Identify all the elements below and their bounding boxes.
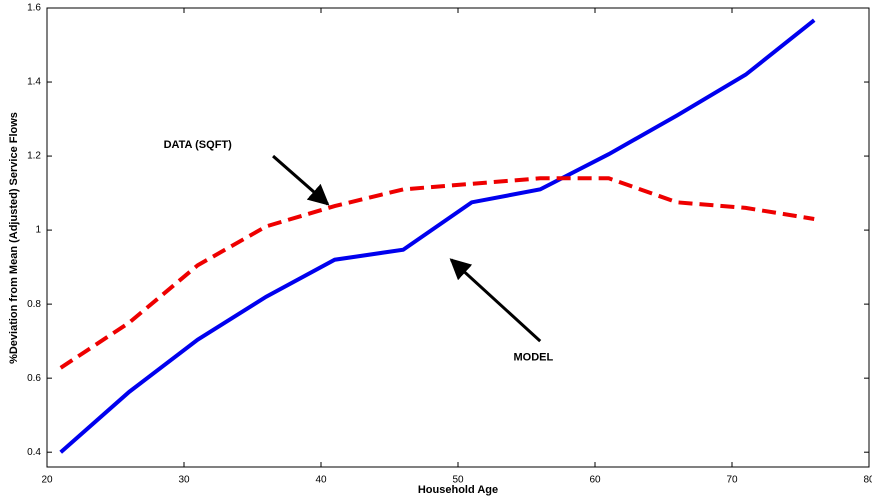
x-axis-label: Household Age — [418, 484, 498, 496]
y-tick-label: 0.6 — [27, 373, 41, 384]
x-tick-label: 70 — [726, 475, 738, 486]
x-tick-label: 30 — [178, 475, 190, 486]
x-tick-label: 50 — [452, 475, 464, 486]
y-tick-label: 0.4 — [27, 447, 41, 458]
annotation-arrow — [272, 154, 330, 206]
y-tick-label: 1 — [35, 225, 41, 236]
annotation: MODEL — [513, 352, 553, 364]
y-tick-label: 1.4 — [27, 77, 41, 88]
annotation: DATA (SQFT) — [164, 139, 233, 151]
line-series — [59, 18, 816, 454]
y-tick-label: 1.6 — [27, 3, 41, 14]
x-tick-label: 20 — [41, 475, 53, 486]
line-series — [59, 176, 815, 370]
y-tick-label: 0.8 — [27, 299, 41, 310]
annotation-arrow — [449, 258, 542, 343]
x-tick-label: 80 — [863, 475, 872, 486]
x-tick-label: 40 — [315, 475, 327, 486]
x-tick-label: 60 — [589, 475, 601, 486]
y-tick-label: 1.2 — [27, 151, 41, 162]
y-axis-label: %Deviation from Mean (Adjusted) Service … — [8, 112, 20, 364]
